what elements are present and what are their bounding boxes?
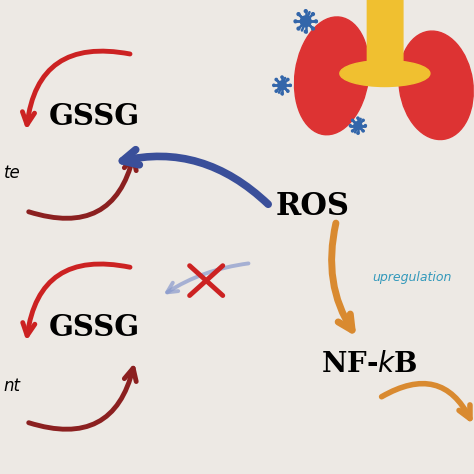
Circle shape <box>275 78 277 81</box>
Circle shape <box>278 81 286 90</box>
Circle shape <box>304 9 307 12</box>
Text: te: te <box>4 164 20 182</box>
Circle shape <box>275 90 277 92</box>
Text: NF-$\mathit{k}$B: NF-$\mathit{k}$B <box>321 352 418 378</box>
Circle shape <box>362 130 364 132</box>
Circle shape <box>354 122 362 129</box>
Circle shape <box>297 13 300 16</box>
Circle shape <box>297 27 300 30</box>
Circle shape <box>304 30 307 33</box>
Text: ROS: ROS <box>276 191 350 222</box>
Circle shape <box>365 125 366 127</box>
Ellipse shape <box>340 60 430 87</box>
Circle shape <box>311 27 314 30</box>
Circle shape <box>287 78 289 81</box>
Circle shape <box>301 16 311 27</box>
FancyBboxPatch shape <box>367 0 403 76</box>
Text: GSSG: GSSG <box>49 101 140 131</box>
Text: GSSG: GSSG <box>49 312 140 342</box>
Circle shape <box>357 117 359 119</box>
Circle shape <box>352 119 354 121</box>
Circle shape <box>281 76 283 78</box>
Circle shape <box>289 84 292 86</box>
Ellipse shape <box>294 17 369 135</box>
Circle shape <box>357 132 359 134</box>
Ellipse shape <box>399 31 473 139</box>
Circle shape <box>287 90 289 92</box>
Circle shape <box>315 20 318 23</box>
Circle shape <box>311 13 314 16</box>
Circle shape <box>273 84 275 86</box>
Circle shape <box>281 92 283 95</box>
Circle shape <box>362 119 364 121</box>
Circle shape <box>352 130 354 132</box>
Text: upregulation: upregulation <box>373 271 452 284</box>
Circle shape <box>294 20 297 23</box>
Circle shape <box>349 125 351 127</box>
Text: nt: nt <box>4 377 21 395</box>
